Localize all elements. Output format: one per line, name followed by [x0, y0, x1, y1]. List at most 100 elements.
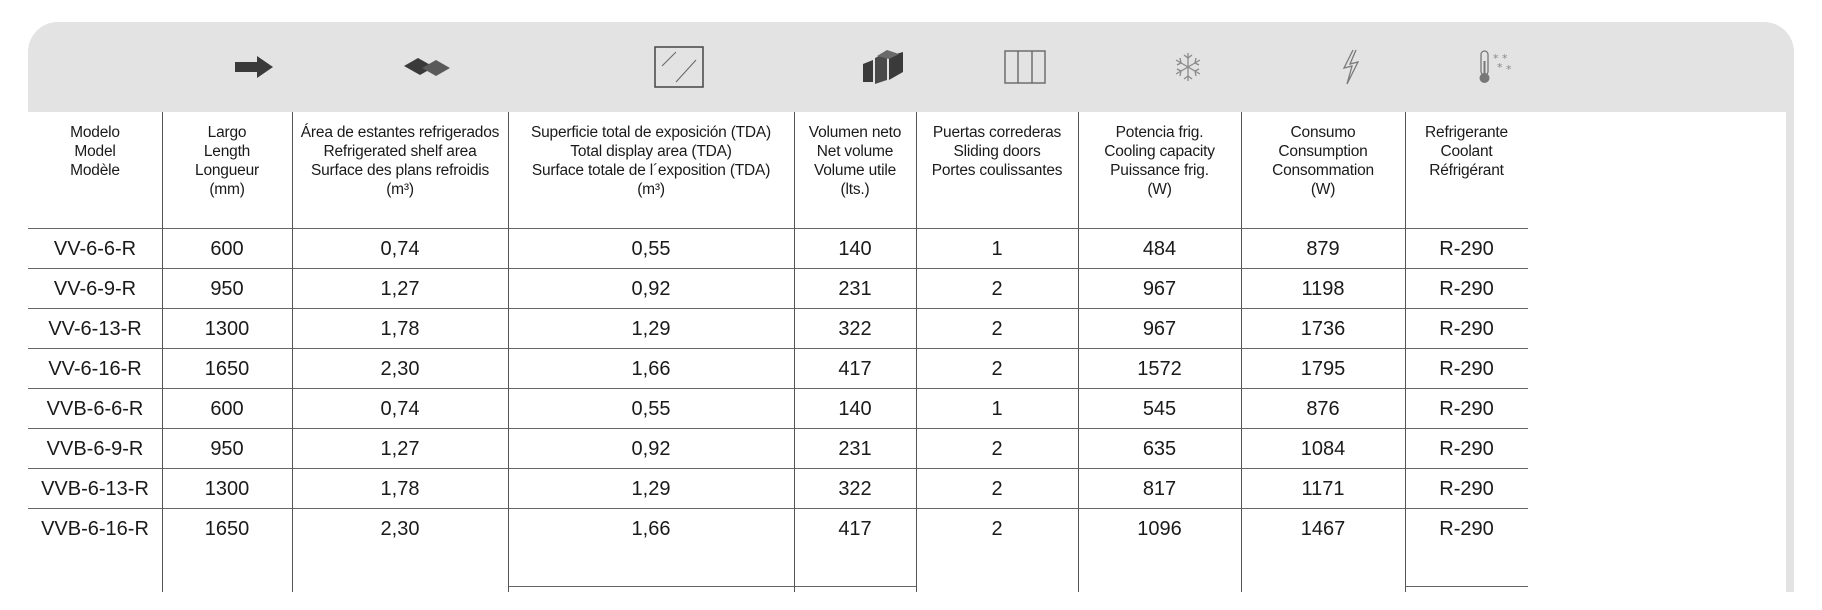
row-divider	[28, 228, 1528, 229]
header-line: Net volume	[816, 143, 894, 160]
svg-text:*: *	[1506, 63, 1512, 76]
table-cell: R-290	[1439, 438, 1494, 460]
column-header: Consumo Consumption Consommation (W)	[1241, 112, 1405, 229]
table-cell: 0,74	[380, 238, 420, 260]
bottom-rule	[508, 586, 916, 587]
table-cell: 1572	[1137, 358, 1182, 380]
header-line: Model	[74, 143, 116, 160]
row-divider	[28, 468, 1528, 469]
column-divider	[292, 112, 293, 592]
table-cell: 2	[991, 518, 1003, 540]
table-column: Volumen neto Net volume Volume utile (lts.)…	[794, 112, 916, 592]
header-line: Consommation	[1272, 162, 1374, 179]
header-line: Volume utile	[813, 162, 897, 179]
table-cell: R-290	[1439, 318, 1494, 340]
table-cell: 1,27	[380, 438, 420, 460]
table-cell: 817	[1142, 478, 1177, 500]
table-cell: 231	[838, 438, 872, 460]
table-cell: 1300	[204, 318, 250, 340]
table-cell: 879	[1306, 238, 1340, 260]
column-header: Modelo Model Modèle	[28, 112, 162, 229]
column-header: Puertas correderas Sliding doors Portes co…	[916, 112, 1078, 229]
table-cell: 1,29	[631, 478, 671, 500]
table-cell: VVB-6-16-R	[41, 518, 149, 540]
length-arrow-icon	[190, 22, 320, 112]
volume-cubes-icon	[822, 22, 944, 112]
table-column: Largo Length Longueur (mm) 600 950 1300 1650 600…	[162, 112, 292, 592]
table-cell: 417	[838, 358, 872, 380]
table-cell: 967	[1142, 318, 1177, 340]
header-line: Área de estantes refrigerados	[300, 124, 500, 141]
header-line: Potencia frig.	[1115, 124, 1204, 141]
table-cell: 1795	[1300, 358, 1346, 380]
svg-text:*: *	[1502, 52, 1508, 65]
table-cell: R-290	[1439, 238, 1494, 260]
table-cell: 1,66	[631, 358, 671, 380]
table-column: Superficie total de exposición (TDA) Tota…	[508, 112, 794, 592]
table-cell: 1198	[1301, 278, 1345, 300]
table-cell: 2	[991, 358, 1003, 380]
header-line: (mm)	[209, 181, 245, 198]
table-cell: 1650	[204, 518, 250, 540]
table-cell: 417	[838, 518, 872, 540]
table-cell: R-290	[1439, 278, 1494, 300]
table-cell: 545	[1142, 398, 1177, 420]
table-cell: 2,30	[380, 518, 420, 540]
table-cell: 635	[1142, 438, 1177, 460]
header-line: Réfrigérant	[1429, 162, 1504, 179]
header-line: Modèle	[70, 162, 120, 179]
table-cell: VV-6-9-R	[53, 278, 137, 300]
table-cell: 322	[838, 478, 872, 500]
column-divider	[1405, 112, 1406, 592]
header-line: (m³)	[637, 181, 665, 198]
table-cell: R-290	[1439, 398, 1494, 420]
header-line: Cooling capacity	[1104, 143, 1215, 160]
table-cell: 1171	[1301, 478, 1345, 500]
table-cell: 0,55	[631, 398, 671, 420]
header-line: Refrigerante	[1425, 124, 1508, 141]
spec-table-panel: * * * * Modelo Model Modèle VV-6-6-R VV-6-9-…	[28, 22, 1794, 592]
table-cell: 1300	[204, 478, 250, 500]
column-divider	[162, 112, 163, 592]
header-line: Total display area (TDA)	[570, 143, 732, 160]
table-cell: 231	[838, 278, 872, 300]
table-cell: R-290	[1439, 358, 1494, 380]
column-header: Largo Length Longueur (mm)	[162, 112, 292, 229]
header-line: Surface des plans refroidis	[310, 162, 490, 179]
header-line: Modelo	[70, 124, 120, 141]
bottom-rule	[1406, 586, 1528, 587]
table-cell: VVB-6-9-R	[46, 438, 144, 460]
column-divider	[794, 112, 795, 592]
header-line: Length	[203, 143, 251, 160]
table-cell: 140	[838, 238, 872, 260]
column-divider	[508, 112, 509, 592]
icon-header-row: * * * *	[28, 22, 1794, 112]
table-cell: 2	[991, 278, 1003, 300]
table-cell: VVB-6-6-R	[46, 398, 144, 420]
table-cell: 600	[210, 398, 244, 420]
table-column: Consumo Consumption Consommation (W) 879 1198…	[1241, 112, 1405, 592]
snowflake-icon	[1106, 22, 1269, 112]
header-line: Consumption	[1278, 143, 1368, 160]
table-cell: 1467	[1300, 518, 1346, 540]
table-cell: VV-6-16-R	[48, 358, 142, 380]
header-line: Longueur	[195, 162, 259, 179]
header-line: (W)	[1147, 181, 1172, 198]
table-cell: 1,66	[631, 518, 671, 540]
table-cell: VVB-6-13-R	[41, 478, 149, 500]
column-header: Refrigerante Coolant Réfrigérant	[1405, 112, 1528, 229]
table-cell: R-290	[1439, 518, 1494, 540]
column-divider	[916, 112, 917, 592]
table-cell: 0,92	[631, 438, 671, 460]
column-header: Volumen neto Net volume Volume utile (lts.)	[794, 112, 916, 229]
table-cell: VV-6-13-R	[48, 318, 142, 340]
table-column: Puertas correderas Sliding doors Portes co…	[916, 112, 1078, 592]
row-divider	[28, 428, 1528, 429]
table-cell: 967	[1142, 278, 1177, 300]
table-column: Potencia frig. Cooling capacity Puissance …	[1078, 112, 1241, 592]
header-line: Surface totale de l´exposition (TDA)	[531, 162, 771, 179]
table-cell: 950	[210, 438, 244, 460]
thermometer-snow-icon: * * * *	[1433, 22, 1556, 112]
header-line: Puertas correderas	[932, 124, 1062, 141]
header-line: Superficie total de exposición (TDA)	[530, 124, 772, 141]
